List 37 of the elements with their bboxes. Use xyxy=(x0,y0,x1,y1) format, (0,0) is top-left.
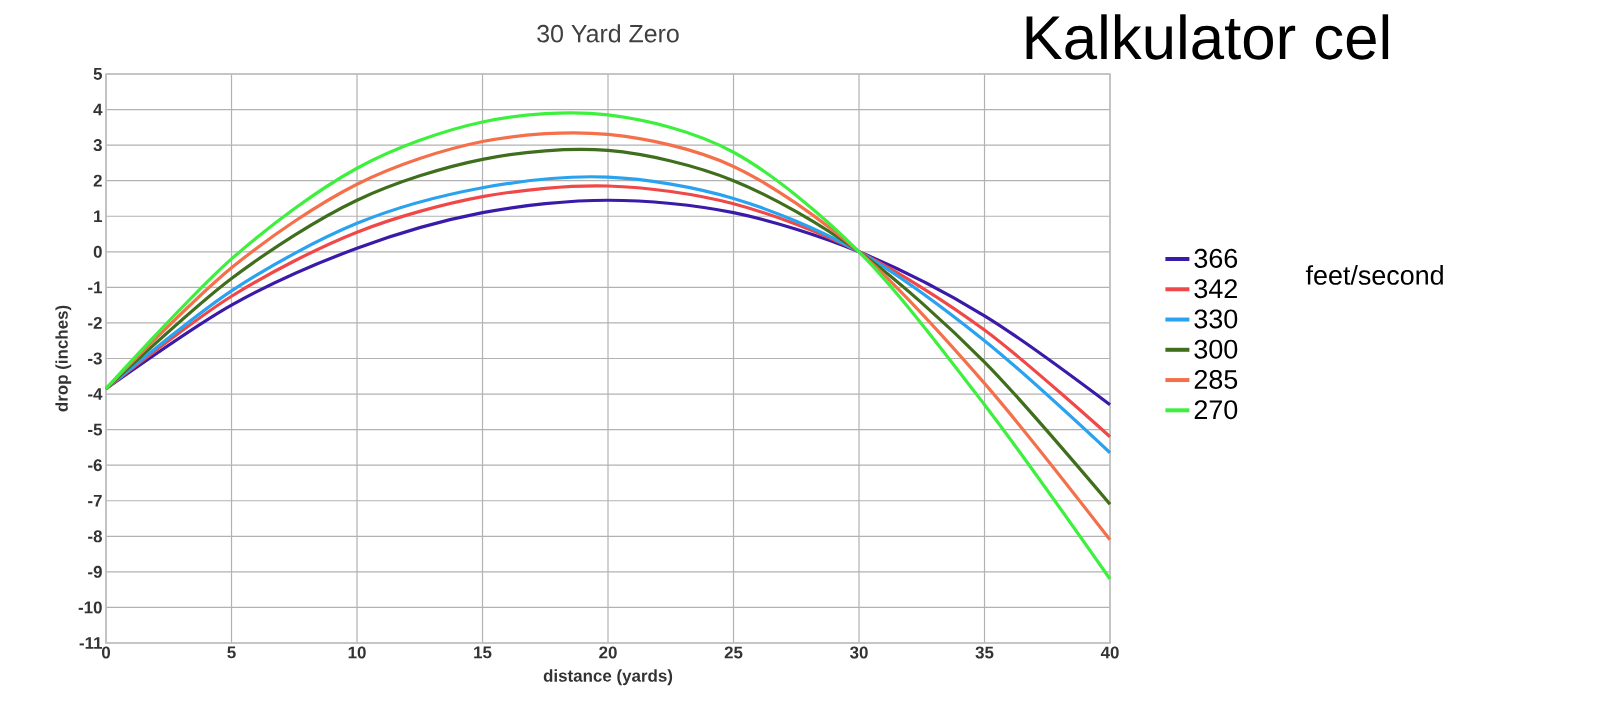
x-tick-label: 5 xyxy=(227,646,236,659)
y-tick-label: -6 xyxy=(88,459,102,472)
y-tick-label: 0 xyxy=(93,245,102,258)
legend-title: feet/second xyxy=(1305,265,1443,285)
x-tick-label: 40 xyxy=(1100,646,1119,659)
y-tick-label: 1 xyxy=(94,210,103,223)
y-tick-label: -5 xyxy=(88,423,103,436)
text: Kalkulator cel xyxy=(1026,14,1389,60)
x-tick-label: 35 xyxy=(975,646,994,659)
y-tick-label: -10 xyxy=(78,601,102,614)
x-axis-title: distance (yards) xyxy=(543,669,673,686)
x-tick-label: 20 xyxy=(599,646,617,659)
y-tick-label: -3 xyxy=(88,352,102,365)
legend-label: 300 xyxy=(1194,339,1238,359)
x-tick-label: 0 xyxy=(101,646,111,659)
x-tick-label: 10 xyxy=(348,646,366,659)
x-tick-label: 30 xyxy=(849,646,868,659)
legend-label: 342 xyxy=(1194,279,1237,299)
y-tick-label: -9 xyxy=(88,565,102,578)
legend-label: 285 xyxy=(1194,369,1238,389)
y-tick-label: 2 xyxy=(93,174,102,187)
legend-label: 366 xyxy=(1194,248,1238,268)
y-tick-label: -8 xyxy=(88,530,102,543)
y-tick-label: -1 xyxy=(88,281,103,294)
y-tick-label: 4 xyxy=(93,103,103,116)
chart-title: 30 Yard Zero xyxy=(537,24,679,43)
y-axis-title: drop (inches) xyxy=(55,305,72,412)
x-tick-label: 15 xyxy=(474,646,492,659)
legend-label: 330 xyxy=(1194,309,1238,329)
legend-label: 270 xyxy=(1194,400,1238,420)
y-tick-label: -4 xyxy=(88,388,103,400)
y-tick-label: -7 xyxy=(88,494,102,507)
x-tick-label: 25 xyxy=(724,646,743,659)
y-tick-label: -11 xyxy=(79,637,103,649)
y-tick-label: 3 xyxy=(93,139,102,152)
y-tick-label: 5 xyxy=(93,68,103,80)
y-tick-label: -2 xyxy=(88,317,102,329)
